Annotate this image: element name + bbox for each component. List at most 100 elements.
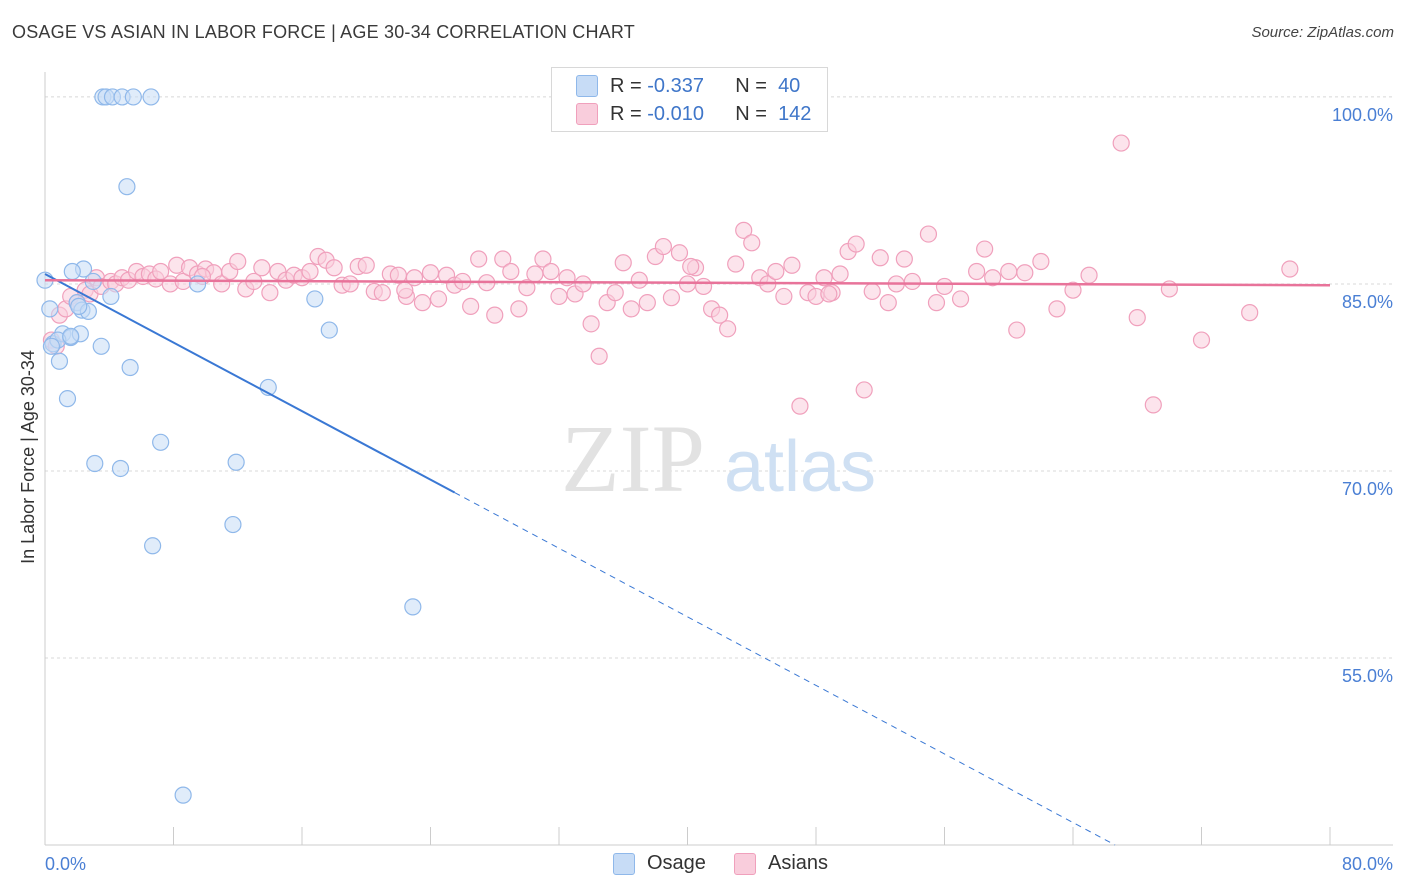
watermark-zip: ZIP xyxy=(561,405,705,512)
grid-lines xyxy=(45,96,1393,659)
asians-point xyxy=(1000,262,1018,281)
osage-point xyxy=(42,337,61,355)
asians-point xyxy=(325,259,343,277)
asians-point xyxy=(1192,331,1211,349)
osage-point xyxy=(58,390,77,408)
asians-point xyxy=(470,250,488,268)
x-tick-min: 0.0% xyxy=(45,854,86,874)
legend-r-osage: -0.337 xyxy=(647,74,704,97)
x-tick-max: 80.0% xyxy=(1342,854,1393,874)
asians-point xyxy=(413,294,432,312)
asians-point xyxy=(775,287,793,306)
osage-trend-extension xyxy=(454,492,1116,846)
asians-point xyxy=(855,381,873,399)
osage-point xyxy=(62,327,80,345)
osage-point xyxy=(41,300,59,318)
asians-point xyxy=(743,234,761,252)
watermark-atlas: atlas xyxy=(724,427,876,507)
asians-point xyxy=(534,250,552,268)
asians-point xyxy=(429,290,448,308)
osage-point xyxy=(404,598,422,616)
asians-point xyxy=(831,265,849,283)
osage-point xyxy=(111,459,130,478)
asians-point xyxy=(421,264,440,282)
asians-point xyxy=(574,275,592,293)
osage-point xyxy=(92,337,110,355)
y-axis-title: In Labor Force | Age 30-34 xyxy=(18,350,38,564)
asians-point xyxy=(735,221,753,239)
y-tick-label: 85.0% xyxy=(1342,292,1393,312)
asians-point xyxy=(486,306,504,324)
asians-point xyxy=(261,284,279,302)
legend-r-label: R = xyxy=(610,74,642,97)
asians-point xyxy=(1080,266,1098,284)
axes xyxy=(44,72,1393,846)
asians-point xyxy=(1241,304,1259,322)
asians-point xyxy=(1144,396,1162,414)
asians-point xyxy=(927,294,946,312)
osage-point xyxy=(174,786,192,804)
asians-point xyxy=(590,347,608,365)
y-axis-labels: 100.0% 85.0% 70.0% 55.0% xyxy=(1332,105,1393,686)
asians-point xyxy=(791,397,809,415)
osage-point xyxy=(63,262,81,281)
y-tick-label: 55.0% xyxy=(1342,666,1393,686)
asians-point xyxy=(542,262,560,281)
asians-swatch xyxy=(576,103,598,125)
asians-point xyxy=(357,256,375,274)
bottom-legend-osage: Osage xyxy=(613,852,706,875)
asians-point xyxy=(871,249,889,267)
osage-point xyxy=(320,321,338,339)
osage-point xyxy=(224,515,242,534)
legend-n-osage: 40 xyxy=(778,74,801,97)
osage-point xyxy=(152,433,170,451)
asians-point xyxy=(694,277,713,296)
asians-point xyxy=(526,265,544,283)
asians-point xyxy=(1008,321,1026,339)
asians-point xyxy=(682,257,700,276)
legend-n-label: N = xyxy=(735,74,767,97)
legend-r-asians: -0.010 xyxy=(647,102,704,125)
asians-point xyxy=(767,262,785,281)
asians-point xyxy=(630,271,648,289)
asians-point xyxy=(638,294,656,312)
osage-point xyxy=(121,358,139,377)
legend-n-label: N = xyxy=(735,102,767,125)
legend-row-asians: R = -0.010 N = 142 xyxy=(576,102,811,126)
asians-point xyxy=(654,237,673,256)
asians-points xyxy=(42,134,1299,415)
asians-point xyxy=(396,281,414,299)
asians-legend-label: Asians xyxy=(768,852,829,874)
asians-point xyxy=(727,255,745,273)
asians-point xyxy=(1281,260,1299,278)
asians-point xyxy=(935,277,954,296)
asians-point xyxy=(719,320,737,338)
asians-trend-line xyxy=(44,278,1331,287)
osage-legend-label: Osage xyxy=(647,852,706,874)
y-tick-label: 70.0% xyxy=(1342,479,1393,499)
osage-point xyxy=(118,178,136,196)
asians-point xyxy=(1064,281,1082,299)
asians-point xyxy=(622,300,640,318)
osage-legend-swatch xyxy=(613,852,635,875)
asians-point xyxy=(976,240,994,258)
asians-point xyxy=(670,244,689,262)
osage-point xyxy=(86,454,104,473)
asians-point xyxy=(1016,264,1034,282)
correlation-legend: R = -0.337 N = 40 R = -0.010 N = 142 xyxy=(551,67,828,132)
asians-point xyxy=(863,282,881,301)
asians-point xyxy=(951,290,970,308)
asians-point xyxy=(510,300,528,318)
asians-point xyxy=(879,294,897,312)
asians-point xyxy=(1032,252,1050,271)
asians-point xyxy=(1048,300,1066,318)
asians-point xyxy=(895,250,913,268)
watermark: ZIP atlas xyxy=(561,405,876,512)
asians-point xyxy=(253,259,271,277)
osage-point xyxy=(188,275,207,293)
osage-point xyxy=(142,88,160,106)
osage-point xyxy=(124,88,142,106)
osage-point xyxy=(306,290,324,308)
asians-point xyxy=(1112,134,1130,152)
asians-legend-swatch xyxy=(734,852,756,875)
